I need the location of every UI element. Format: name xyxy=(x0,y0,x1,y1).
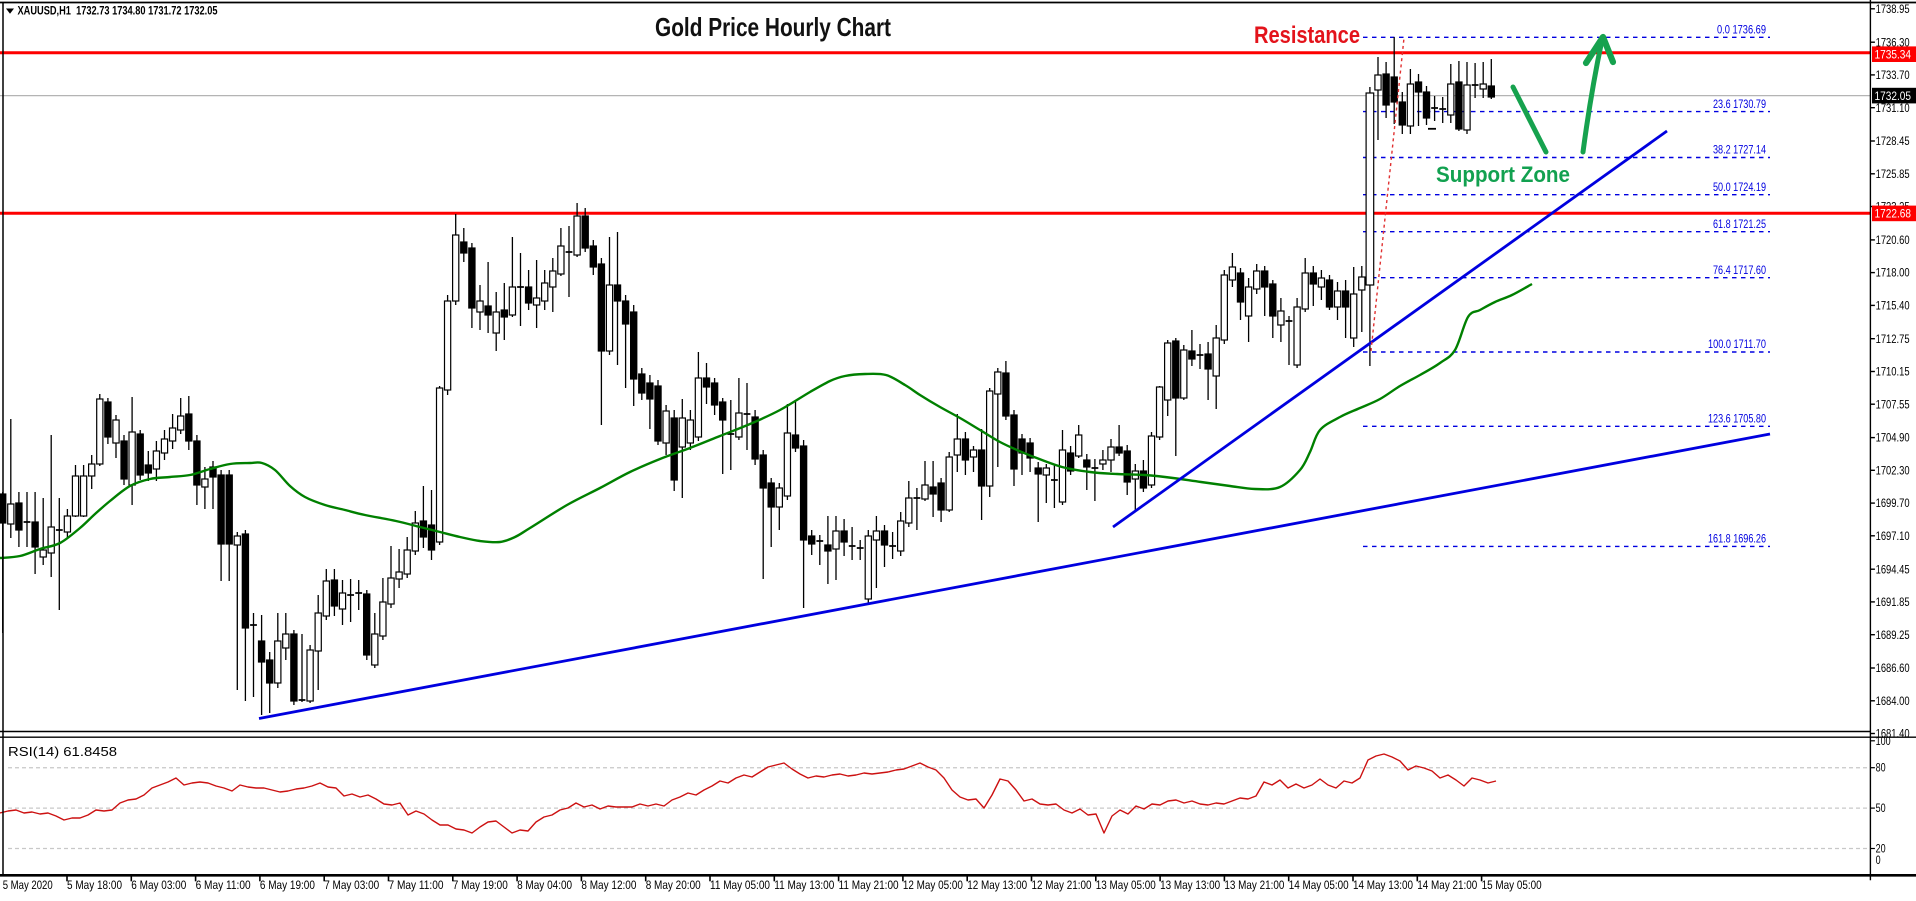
svg-text:5 May 18:00: 5 May 18:00 xyxy=(67,878,122,892)
svg-text:14 May 13:00: 14 May 13:00 xyxy=(1353,878,1413,892)
svg-text:123.6 1705.80: 123.6 1705.80 xyxy=(1708,414,1766,426)
svg-text:7 May 03:00: 7 May 03:00 xyxy=(324,878,379,892)
svg-text:1718.00: 1718.00 xyxy=(1876,268,1910,280)
svg-text:0.0 1736.69: 0.0 1736.69 xyxy=(1717,25,1766,37)
svg-text:0: 0 xyxy=(1876,855,1881,867)
svg-text:Support Zone: Support Zone xyxy=(1436,162,1570,187)
svg-text:11 May 21:00: 11 May 21:00 xyxy=(839,878,899,892)
svg-text:5 May 2020: 5 May 2020 xyxy=(3,878,53,892)
svg-text:12 May 21:00: 12 May 21:00 xyxy=(1032,878,1092,892)
svg-text:1697.10: 1697.10 xyxy=(1876,531,1910,543)
svg-text:1725.85: 1725.85 xyxy=(1876,169,1910,181)
svg-text:8 May 04:00: 8 May 04:00 xyxy=(517,878,572,892)
svg-text:12 May 05:00: 12 May 05:00 xyxy=(903,878,963,892)
svg-text:1735.34: 1735.34 xyxy=(1875,48,1912,62)
svg-text:50.0 1724.19: 50.0 1724.19 xyxy=(1713,182,1766,194)
svg-text:80: 80 xyxy=(1876,763,1886,775)
svg-text:100.0 1711.70: 100.0 1711.70 xyxy=(1708,339,1766,351)
svg-text:1722.68: 1722.68 xyxy=(1875,207,1912,221)
svg-text:6 May 11:00: 6 May 11:00 xyxy=(196,878,251,892)
svg-text:13 May 13:00: 13 May 13:00 xyxy=(1160,878,1220,892)
svg-text:1689.25: 1689.25 xyxy=(1876,630,1910,642)
svg-text:61.8 1721.25: 61.8 1721.25 xyxy=(1713,219,1766,231)
svg-text:1720.60: 1720.60 xyxy=(1876,235,1910,247)
svg-text:1684.00: 1684.00 xyxy=(1876,696,1910,708)
svg-text:1702.30: 1702.30 xyxy=(1876,465,1910,477)
svg-text:20: 20 xyxy=(1876,844,1886,856)
svg-text:1681.40: 1681.40 xyxy=(1876,729,1910,741)
svg-text:1733.70: 1733.70 xyxy=(1876,70,1910,82)
svg-text:12 May 13:00: 12 May 13:00 xyxy=(967,878,1027,892)
svg-text:11 May 05:00: 11 May 05:00 xyxy=(710,878,770,892)
svg-text:1707.55: 1707.55 xyxy=(1876,399,1910,411)
svg-text:15 May 05:00: 15 May 05:00 xyxy=(1482,878,1542,892)
svg-text:76.4 1717.60: 76.4 1717.60 xyxy=(1713,265,1766,277)
svg-text:XAUUSD,H1 1732.73 1734.80 173: XAUUSD,H1 1732.73 1734.80 1731.72 1732.0… xyxy=(18,3,218,17)
svg-text:1691.85: 1691.85 xyxy=(1876,597,1910,609)
svg-text:Gold Price Hourly Chart: Gold Price Hourly Chart xyxy=(655,12,891,42)
svg-text:8 May 20:00: 8 May 20:00 xyxy=(646,878,701,892)
svg-text:1712.75: 1712.75 xyxy=(1876,334,1910,346)
svg-text:7 May 11:00: 7 May 11:00 xyxy=(389,878,444,892)
svg-text:1731.10: 1731.10 xyxy=(1876,103,1910,115)
svg-text:RSI(14) 61.8458: RSI(14) 61.8458 xyxy=(8,745,117,759)
svg-text:Resistance: Resistance xyxy=(1254,22,1360,49)
svg-text:1710.15: 1710.15 xyxy=(1876,367,1910,379)
svg-text:7 May 19:00: 7 May 19:00 xyxy=(453,878,508,892)
svg-text:1738.95: 1738.95 xyxy=(1876,4,1910,16)
svg-text:1732.05: 1732.05 xyxy=(1875,89,1912,103)
svg-text:14 May 21:00: 14 May 21:00 xyxy=(1417,878,1477,892)
svg-text:6 May 19:00: 6 May 19:00 xyxy=(260,878,315,892)
svg-text:100: 100 xyxy=(1876,736,1891,748)
svg-text:1704.90: 1704.90 xyxy=(1876,433,1910,445)
svg-text:13 May 05:00: 13 May 05:00 xyxy=(1096,878,1156,892)
svg-text:11 May 13:00: 11 May 13:00 xyxy=(774,878,834,892)
svg-text:8 May 12:00: 8 May 12:00 xyxy=(581,878,636,892)
svg-text:13 May 21:00: 13 May 21:00 xyxy=(1224,878,1284,892)
svg-text:1686.60: 1686.60 xyxy=(1876,663,1910,675)
svg-text:38.2 1727.14: 38.2 1727.14 xyxy=(1713,145,1766,157)
svg-text:14 May 05:00: 14 May 05:00 xyxy=(1289,878,1349,892)
svg-text:6 May 03:00: 6 May 03:00 xyxy=(131,878,186,892)
svg-text:1728.45: 1728.45 xyxy=(1876,136,1910,148)
svg-text:50: 50 xyxy=(1876,803,1886,815)
svg-text:1694.45: 1694.45 xyxy=(1876,564,1910,576)
svg-text:1699.70: 1699.70 xyxy=(1876,498,1910,510)
svg-text:23.6 1730.79: 23.6 1730.79 xyxy=(1713,99,1766,111)
svg-text:1736.30: 1736.30 xyxy=(1876,37,1910,49)
svg-text:161.8 1696.26: 161.8 1696.26 xyxy=(1708,534,1766,546)
svg-text:1715.40: 1715.40 xyxy=(1876,301,1910,313)
